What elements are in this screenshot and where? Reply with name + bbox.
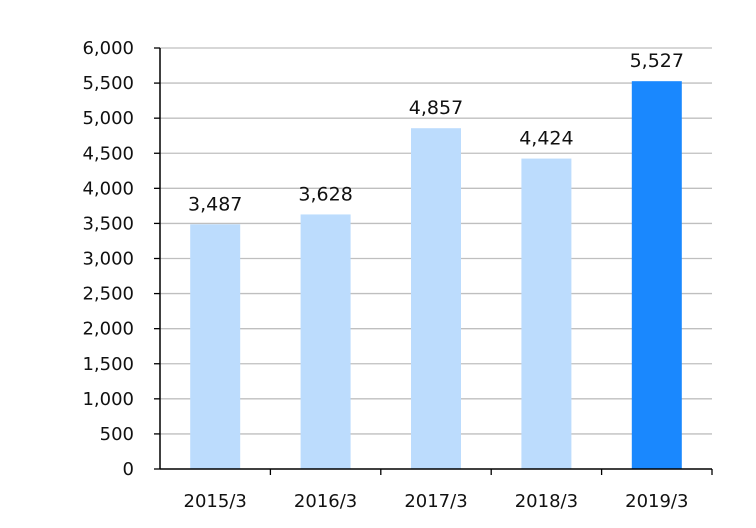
y-tick-label: 5,500: [82, 73, 134, 94]
y-tick-label: 4,000: [82, 178, 134, 199]
bar-2017-3: [411, 128, 461, 469]
x-tick-label: 2019/3: [625, 491, 688, 512]
y-tick-label: 1,500: [82, 354, 134, 375]
y-tick-label: 6,000: [82, 38, 134, 59]
bar-2016-3: [300, 214, 351, 469]
x-tick-label: 2015/3: [184, 491, 247, 512]
x-tick-label: 2016/3: [294, 491, 357, 512]
labels: 0 500 1,000 1,500 2,000 2,500 3,000 3,500 4,000 4…: [82, 38, 688, 512]
data-label: 3,487: [188, 193, 242, 215]
y-tick-label: 1,000: [82, 389, 134, 410]
bar-2019-3: [631, 81, 682, 469]
y-tick-label: 3,000: [82, 249, 134, 270]
y-tick-label: 2,000: [82, 319, 134, 340]
y-tick-label: 5,000: [82, 108, 134, 129]
data-label: 4,857: [409, 97, 463, 119]
bars: [190, 81, 682, 469]
data-label: 3,628: [298, 183, 352, 205]
y-tick-label: 0: [123, 459, 134, 480]
x-tick-label: 2018/3: [515, 491, 578, 512]
y-tick-label: 2,500: [82, 284, 134, 305]
bar-2015-3: [190, 224, 241, 469]
y-tick-label: 500: [100, 424, 134, 445]
x-tick-label: 2017/3: [404, 491, 467, 512]
data-label: 4,424: [519, 128, 573, 150]
y-tick-label: 4,500: [82, 143, 134, 164]
y-tick-label: 3,500: [82, 213, 134, 234]
data-label: 5,527: [630, 50, 684, 72]
bar-2018-3: [521, 158, 572, 469]
axes: [154, 47, 713, 475]
